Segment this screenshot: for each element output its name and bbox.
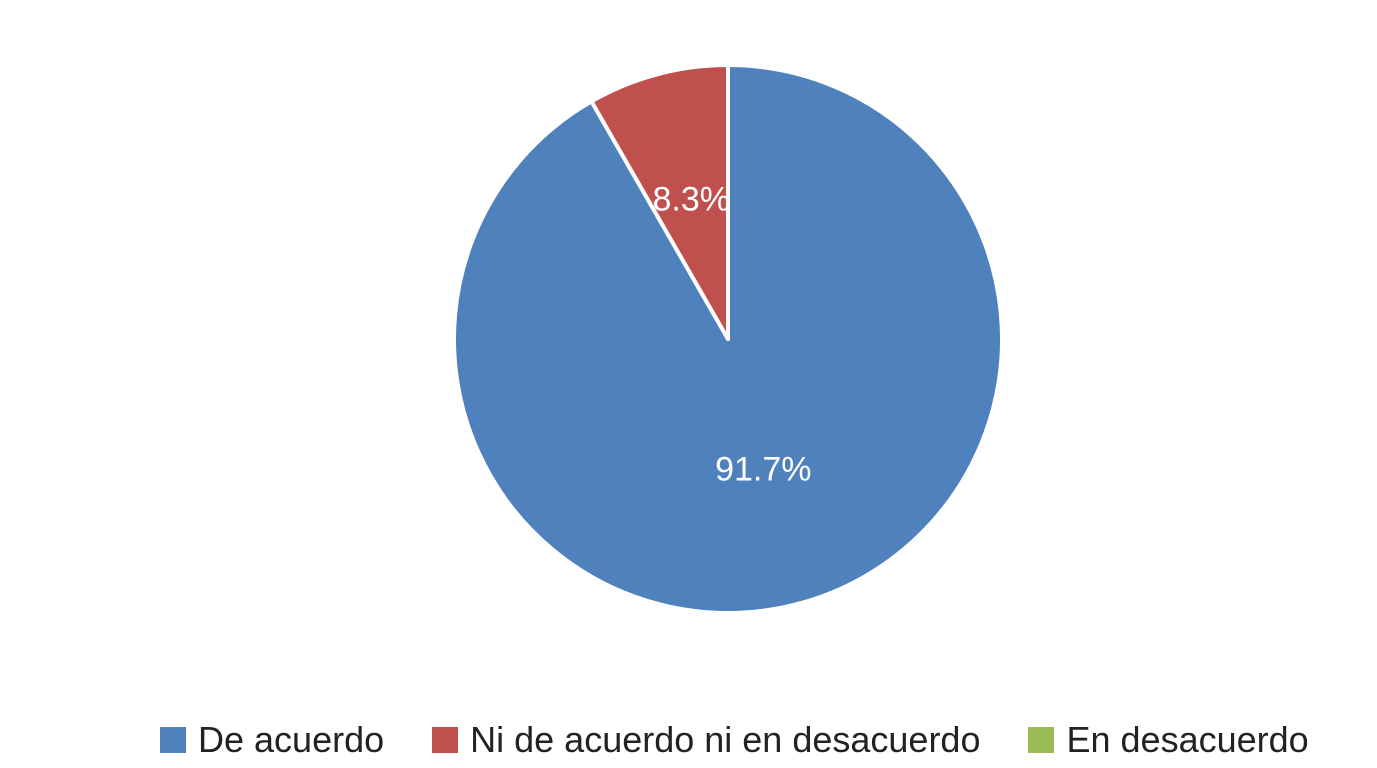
data-label-1: 8.3% xyxy=(653,180,731,218)
legend-label-ni-de-acuerdo: Ni de acuerdo ni en desacuerdo xyxy=(470,719,981,760)
pie-slice-1 xyxy=(589,63,730,341)
legend-swatch-en-desacuerdo xyxy=(1028,727,1055,753)
legend-item-ni-de-acuerdo: Ni de acuerdo ni en desacuerdo xyxy=(432,722,980,758)
legend-swatch-de-acuerdo xyxy=(160,727,186,753)
legend-item-de-acuerdo: De acuerdo xyxy=(160,722,384,758)
data-label-0: 91.7% xyxy=(715,450,811,488)
legend-item-en-desacuerdo: En desacuerdo xyxy=(1028,719,1309,760)
legend-swatch-ni-de-acuerdo xyxy=(432,727,459,753)
legend-label-en-desacuerdo: En desacuerdo xyxy=(1066,719,1309,760)
legend-label-de-acuerdo: De acuerdo xyxy=(198,719,385,760)
legend: De acuerdo Ni de acuerdo ni en desacuerd… xyxy=(160,716,1360,764)
pie-slices xyxy=(451,63,1004,615)
pie-data-labels: 91.7% 8.3% xyxy=(653,180,812,488)
